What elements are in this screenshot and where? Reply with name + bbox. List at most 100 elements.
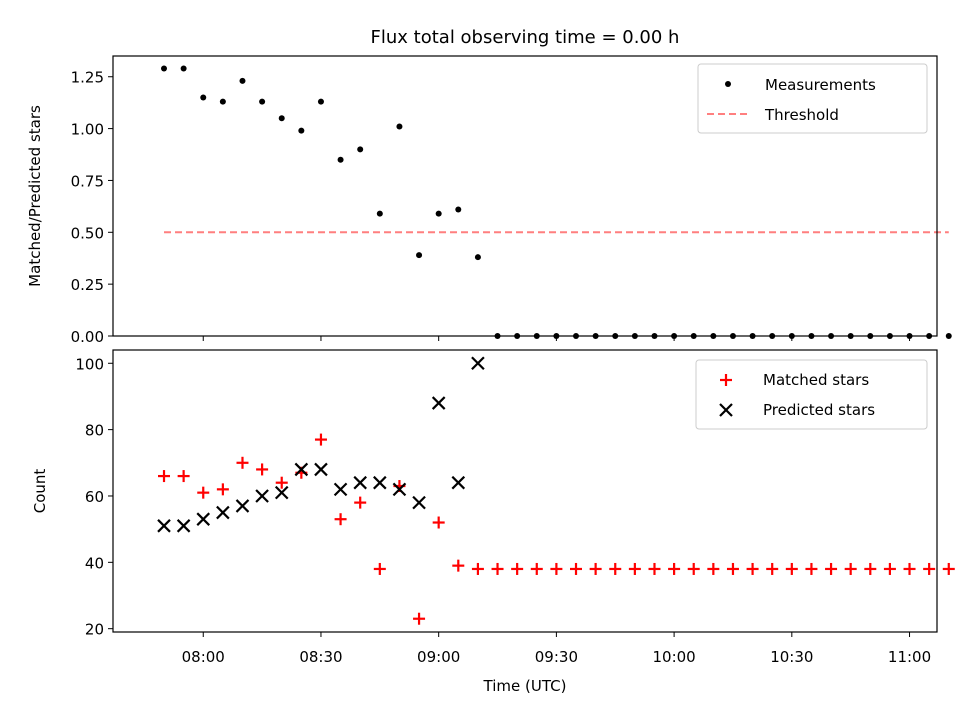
bottom-axes-frame (112, 349, 938, 633)
predicted-star-point (431, 396, 446, 410)
matched-star-point (609, 562, 622, 575)
bottom-y-tick-label: 80 (85, 422, 104, 440)
bottom-legend: Matched stars Predicted stars (695, 359, 928, 430)
top-y-tick-label: 0.00 (71, 328, 104, 346)
x-tick-label: 11:00 (888, 648, 931, 666)
matched-star-point (314, 433, 327, 446)
predicted-star-point (373, 475, 387, 490)
top-legend: Measurements Threshold (697, 63, 928, 134)
predicted-star-point (196, 512, 211, 526)
matched-star-point (256, 463, 269, 476)
predicted-star-point (235, 499, 250, 513)
x-tick-label: 09:00 (417, 648, 460, 666)
matched-star-point (432, 516, 445, 529)
matched-star-point (275, 476, 288, 489)
bottom-y-tick-label: 40 (85, 554, 104, 572)
matched-star-point (158, 470, 171, 483)
matched-star-point (668, 562, 681, 575)
top-y-tick-label: 0.75 (71, 172, 104, 190)
matched-star-point (530, 562, 543, 575)
measurement-point (337, 156, 344, 163)
measurement-point (474, 254, 481, 261)
bottom-y-tick-label: 60 (85, 488, 104, 506)
predicted-star-point (294, 462, 309, 477)
matched-star-point (687, 562, 700, 575)
matched-star-point (844, 562, 857, 575)
predicted-star-point (353, 475, 367, 490)
predicted-star-point (392, 482, 407, 497)
matched-star-point (942, 562, 955, 575)
matched-star-point (903, 562, 916, 575)
legend-label: Matched stars (763, 371, 869, 389)
x-tick-label: 10:30 (770, 648, 813, 666)
measurement-point (200, 94, 207, 101)
x-tick-label: 09:30 (535, 648, 578, 666)
matched-star-point (825, 562, 838, 575)
x-tick-label: 08:00 (182, 648, 225, 666)
predicted-star-point (471, 356, 485, 371)
matched-star-point (511, 562, 524, 575)
matched-star-point (216, 483, 229, 496)
x-axis-label: Time (UTC) (483, 677, 567, 695)
predicted-star-point (451, 475, 466, 490)
predicted-star-point (176, 519, 191, 533)
matched-star-point (413, 612, 426, 625)
matched-star-point (452, 559, 465, 572)
matched-star-point (805, 562, 818, 575)
matched-star-point (197, 486, 210, 499)
matched-star-point (726, 562, 739, 575)
bottom-panel: 20 40 60 80 100 08:00 08:30 09:00 09:30 10:00 10:3… (31, 349, 955, 695)
matched-star-point (471, 562, 484, 575)
legend-label: Measurements (765, 76, 876, 94)
measurement-point (357, 146, 364, 153)
measurement-point (278, 115, 285, 122)
top-axes-frame (112, 55, 938, 337)
legend-box (697, 63, 928, 134)
matched-star-point (785, 562, 798, 575)
measurement-point (180, 65, 187, 72)
x-tick-label: 08:30 (299, 648, 342, 666)
measurement-point (161, 65, 168, 72)
predicted-star-point (157, 519, 171, 533)
predicted-star-point (333, 482, 348, 497)
matched-star-point (550, 562, 563, 575)
legend-measurements-marker (725, 81, 731, 87)
predicted-star-point (314, 462, 328, 477)
predicted-star-point (412, 495, 426, 510)
measurement-point (259, 98, 266, 105)
measurement-point (455, 206, 462, 213)
top-y-tick-label: 1.00 (71, 121, 104, 139)
measurement-point (298, 127, 305, 134)
matched-star-point (491, 562, 504, 575)
matched-star-point (864, 562, 877, 575)
matched-star-point (746, 562, 759, 575)
matched-star-point (589, 562, 602, 575)
x-tick-label: 10:00 (652, 648, 695, 666)
matched-star-point (334, 513, 347, 526)
measurement-point (317, 98, 324, 105)
legend-box (695, 359, 928, 430)
predicted-star-point (255, 489, 269, 503)
measurement-point (416, 252, 423, 259)
matched-star-point (628, 562, 641, 575)
top-y-axis-label: Matched/Predicted stars (26, 105, 44, 287)
bottom-y-axis-label: Count (31, 469, 49, 514)
legend-matched-marker (720, 374, 732, 386)
measurement-point (435, 210, 442, 217)
legend-label: Predicted stars (763, 401, 875, 419)
matched-star-point (570, 562, 583, 575)
matched-star-point (707, 562, 720, 575)
measurement-point (239, 77, 246, 84)
bottom-y-tick-label: 20 (85, 621, 104, 639)
top-y-tick-label: 1.25 (71, 69, 104, 87)
top-y-tick-label: 0.50 (71, 224, 104, 242)
measurement-point (945, 333, 952, 339)
measurement-point (219, 98, 226, 105)
top-y-tick-label: 0.25 (71, 276, 104, 294)
measurement-point (396, 123, 403, 130)
matched-star-point (373, 562, 386, 575)
matched-star-point (883, 562, 896, 575)
measurement-point (376, 210, 383, 217)
matched-star-point (648, 562, 661, 575)
